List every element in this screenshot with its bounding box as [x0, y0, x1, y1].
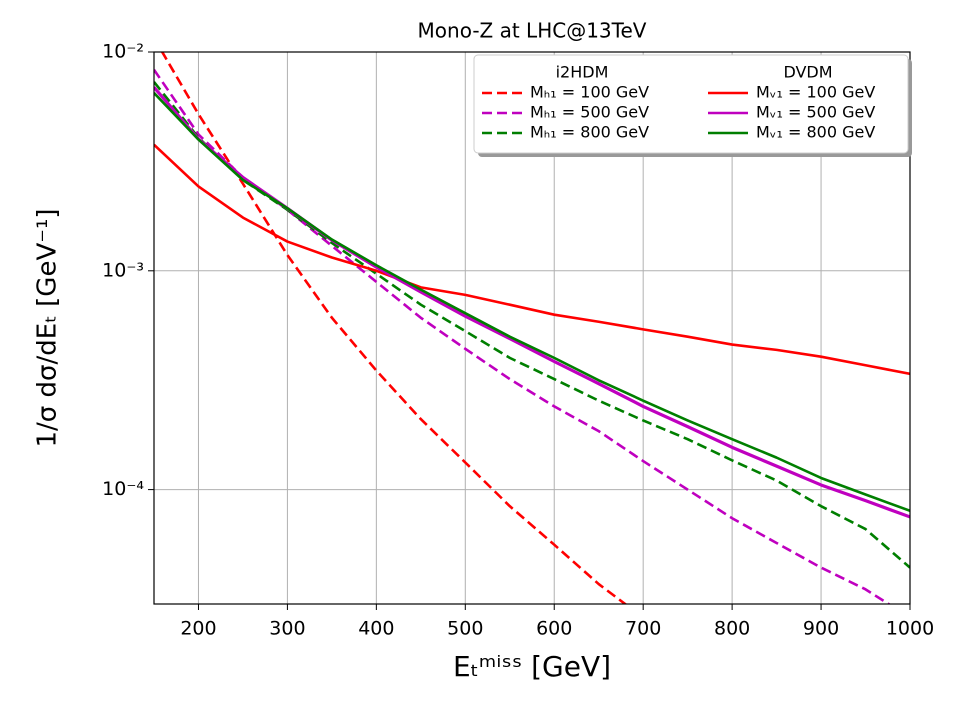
legend-label: Mᵥ₁ = 500 GeV [756, 103, 875, 122]
plot-frame [153, 51, 911, 605]
legend-box [473, 54, 909, 154]
series-line [154, 92, 910, 513]
y-tick-label: 10⁻⁴ [102, 478, 144, 500]
y-axis-label: 1/σ dσ/dEₜ [GeV⁻¹] [33, 208, 63, 447]
legend-label: Mₕ₁ = 800 GeV [530, 123, 649, 142]
x-tick-label: 400 [358, 618, 394, 640]
y-tick-label: 10⁻³ [102, 259, 144, 281]
x-tick-label: 500 [447, 618, 483, 640]
x-tick-label: 800 [714, 618, 750, 640]
legend-label: Mₕ₁ = 500 GeV [530, 103, 649, 122]
x-tick-label: 200 [180, 618, 216, 640]
y-tick-label: 10⁻² [102, 41, 144, 63]
x-tick-label: 600 [536, 618, 572, 640]
x-tick-label: 300 [269, 618, 305, 640]
legend-label: Mᵥ₁ = 800 GeV [756, 123, 875, 142]
series-line [154, 143, 910, 376]
x-tick-label: 700 [625, 618, 661, 640]
legend-label: Mᵥ₁ = 100 GeV [756, 83, 875, 102]
legend-title: DVDM [783, 63, 832, 82]
legend-label: Mₕ₁ = 100 GeV [530, 83, 649, 102]
x-tick-label: 1000 [886, 618, 934, 640]
x-axis-label: Eₜᵐⁱˢˢ [GeV] [453, 650, 611, 683]
x-tick-label: 900 [803, 618, 839, 640]
legend-title: i2HDM [556, 63, 609, 82]
series-line [154, 81, 910, 569]
chart-title: Mono-Z at LHC@13TeV [418, 19, 647, 43]
lines [154, 52, 910, 604]
